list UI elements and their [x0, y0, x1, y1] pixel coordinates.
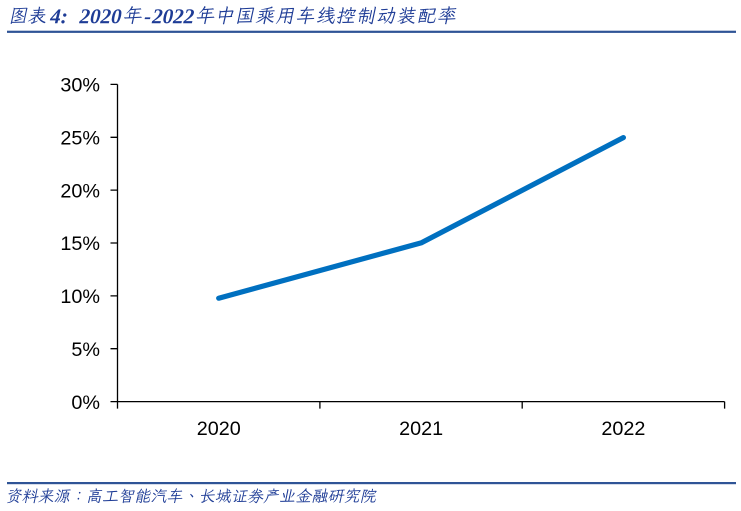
svg-text:2020: 2020	[197, 418, 241, 440]
svg-text:0%: 0%	[71, 392, 100, 414]
svg-text:30%: 30%	[60, 75, 100, 97]
svg-text:25%: 25%	[60, 128, 100, 150]
svg-text:15%: 15%	[60, 233, 100, 255]
svg-text:5%: 5%	[71, 339, 100, 361]
svg-text:2022: 2022	[601, 418, 645, 440]
svg-text:20%: 20%	[60, 180, 100, 202]
svg-text:2021: 2021	[399, 418, 443, 440]
svg-text:10%: 10%	[60, 286, 100, 308]
